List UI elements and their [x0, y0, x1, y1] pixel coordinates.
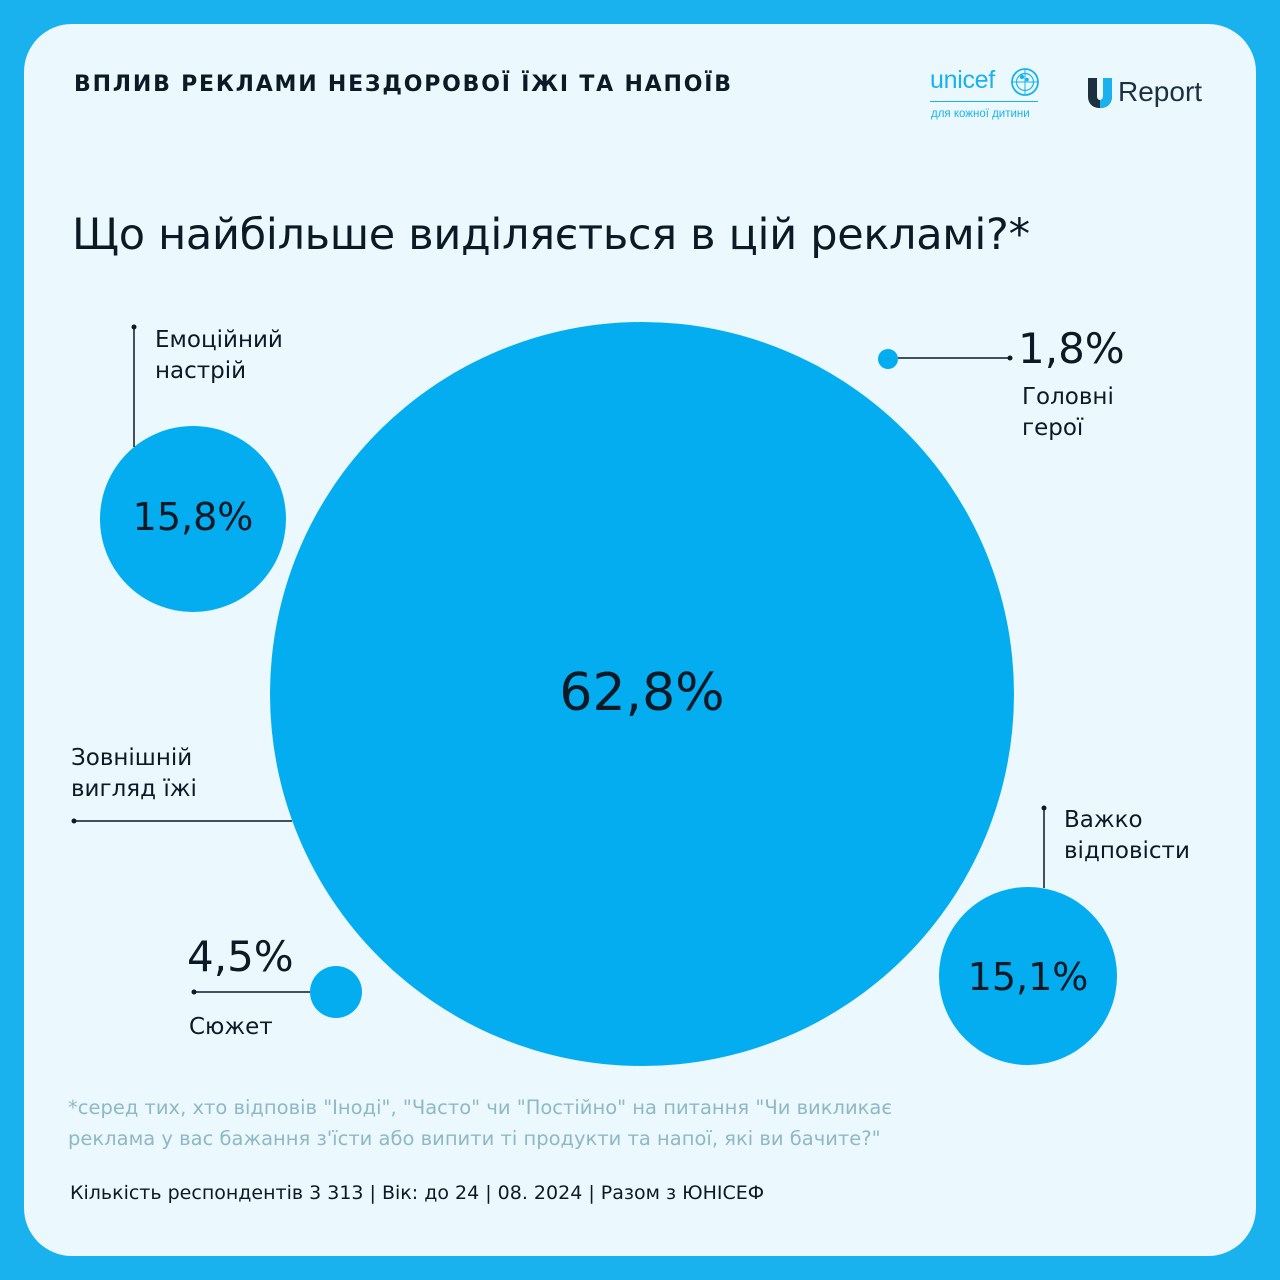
chart-title: Що найбільше виділяється в цій рекламі?*: [72, 210, 1030, 260]
bubble-appearance: [270, 322, 1014, 1066]
unicef-wordmark: unicef: [930, 66, 995, 94]
category-label-plot: Сюжет: [189, 1014, 273, 1040]
value-label-appearance: 62,8%: [559, 663, 724, 723]
footnote: *серед тих, хто відповів "Іноді", "Часто…: [68, 1096, 893, 1150]
leader-dot-appearance: [71, 818, 77, 824]
header-title: ВПЛИВ РЕКЛАМИ НЕЗДОРОВОЇ ЇЖІ ТА НАПОЇВ: [74, 72, 733, 97]
category-label-heroes-2: герої: [1022, 415, 1084, 441]
infographic-card: ВПЛИВ РЕКЛАМИ НЕЗДОРОВОЇ ЇЖІ ТА НАПОЇВ u…: [24, 24, 1256, 1256]
unicef-emblem-icon: [1011, 68, 1039, 96]
value-label-emotional: 15,8%: [133, 495, 254, 539]
bubble-chart: 62,8% 15,8% Емоційний настрій 1,8% Голов…: [71, 322, 1190, 1066]
ureport-wordmark: Report: [1118, 76, 1203, 107]
leader-dot-hard-to-answer: [1041, 805, 1047, 811]
category-label-hard-2: відповісти: [1064, 838, 1190, 864]
ureport-u-icon: [1088, 78, 1112, 108]
bubble-heroes: [878, 349, 898, 369]
footer-meta: Кількість респондентів 3 313 | Вік: до 2…: [70, 1182, 765, 1204]
bubble-plot: [310, 966, 362, 1018]
ureport-logo: Report: [1086, 76, 1216, 110]
category-label-emotional-1: Емоційний: [155, 327, 283, 353]
unicef-divider: [930, 101, 1038, 102]
category-label-heroes-1: Головні: [1022, 384, 1114, 410]
category-label-emotional-2: настрій: [155, 358, 246, 384]
unicef-tagline: для кожної дитини: [931, 108, 1030, 120]
value-label-hard-to-answer: 15,1%: [968, 955, 1089, 999]
value-label-plot: 4,5%: [187, 932, 294, 981]
category-label-appearance-2: вигляд їжі: [71, 776, 197, 802]
bubble-hard-to-answer: [939, 887, 1117, 1065]
leader-dot-plot: [191, 989, 197, 995]
leader-dot-heroes: [1007, 355, 1013, 361]
category-label-appearance-1: Зовнішній: [71, 745, 192, 771]
unicef-logo: unicef для кожної дитини: [930, 66, 1042, 124]
value-label-heroes: 1,8%: [1018, 324, 1125, 373]
category-label-hard-1: Важко: [1064, 807, 1143, 833]
bubble-emotional: [100, 426, 286, 612]
leader-dot-emotional: [131, 324, 137, 330]
